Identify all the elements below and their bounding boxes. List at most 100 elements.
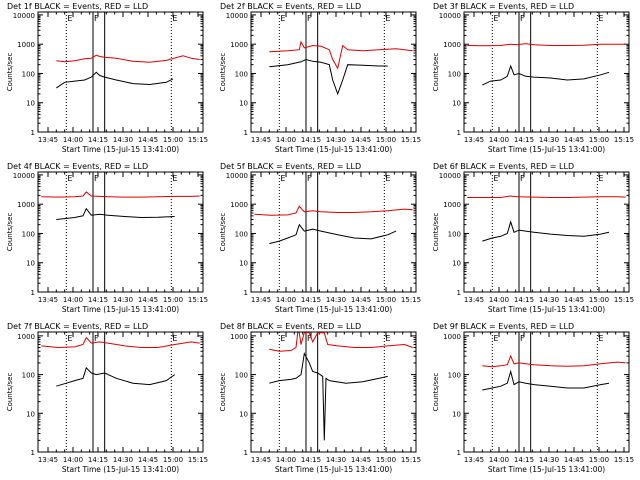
x-tick-label: 14:00: [276, 296, 296, 304]
y-tick-label: 1: [244, 449, 248, 457]
series-events: [269, 351, 388, 441]
x-tick-label: 14:15: [514, 296, 534, 304]
x-axis-title: Start Time (15-Jul-15 13:41:00): [488, 305, 605, 314]
y-tick-label: 10: [26, 410, 35, 418]
x-tick-label: 14:15: [514, 136, 534, 144]
y-axis-title: Counts/sec: [432, 53, 440, 92]
y-tick-label: 10: [452, 100, 461, 108]
x-tick-label: 15:00: [589, 136, 609, 144]
x-tick-label: 14:15: [88, 136, 108, 144]
x-tick-label: 14:45: [564, 296, 584, 304]
x-tick-label: 13:45: [251, 136, 271, 144]
y-tick-label: 10: [239, 410, 248, 418]
x-tick-label: 15:00: [376, 296, 396, 304]
x-tick-label: 14:45: [351, 296, 371, 304]
x-tick-label: 15:00: [589, 456, 609, 464]
x-tick-label: 14:30: [326, 136, 346, 144]
x-tick-label: 13:45: [38, 456, 58, 464]
series-lld: [269, 40, 413, 70]
marker-letter: F: [94, 334, 99, 343]
x-tick-label: 13:45: [464, 296, 484, 304]
y-tick-label: 1: [457, 129, 461, 137]
x-tick-label: 15:15: [188, 296, 208, 304]
x-tick-label: 13:45: [464, 456, 484, 464]
x-tick-label: 14:45: [351, 136, 371, 144]
x-tick-label: 14:15: [88, 456, 108, 464]
marker-letter: E: [385, 14, 390, 23]
x-tick-label: 14:00: [276, 136, 296, 144]
x-tick-label: 14:15: [301, 136, 321, 144]
x-tick-label: 14:45: [138, 136, 158, 144]
x-tick-label: 14:00: [63, 456, 83, 464]
y-tick-label: 100: [22, 372, 35, 380]
series-lld: [467, 195, 626, 198]
marker-letter: E: [493, 14, 498, 23]
marker-letter: E: [280, 174, 285, 183]
panel-title: Det 9f BLACK = Events, RED = LLD: [433, 322, 574, 331]
y-tick-label: 1000: [17, 201, 35, 209]
marker-letter: F: [520, 14, 525, 23]
series-lld: [482, 354, 626, 368]
series-lld: [41, 191, 200, 198]
x-tick-label: 14:30: [326, 456, 346, 464]
x-tick-label: 14:15: [301, 296, 321, 304]
y-tick-label: 100: [448, 230, 461, 238]
series-events: [56, 207, 175, 220]
y-tick-label: 100: [235, 372, 248, 380]
y-axis-title: Counts/sec: [219, 53, 227, 92]
x-tick-label: 14:15: [514, 456, 534, 464]
y-tick-label: 10: [26, 100, 35, 108]
x-tick-label: 15:00: [163, 456, 183, 464]
x-tick-label: 13:45: [38, 296, 58, 304]
marker-letter: E: [385, 174, 390, 183]
plot-frame: [250, 171, 417, 293]
y-tick-label: 1: [244, 129, 248, 137]
series-events: [56, 366, 175, 387]
x-tick-label: 14:30: [113, 296, 133, 304]
x-tick-label: 14:30: [326, 296, 346, 304]
series-events: [482, 64, 610, 86]
marker-letter: F: [520, 334, 525, 343]
x-tick-label: 15:00: [163, 296, 183, 304]
x-tick-label: 15:15: [188, 136, 208, 144]
y-tick-label: 10: [452, 260, 461, 268]
x-axis-title: Start Time (15-Jul-15 13:41:00): [275, 145, 392, 154]
panel-title: Det 8f BLACK = Events, RED = LLD: [220, 322, 361, 331]
y-axis-title: Counts/sec: [219, 213, 227, 252]
panel-title: Det 2f BLACK = Events, RED = LLD: [220, 2, 361, 11]
x-tick-label: 14:45: [138, 296, 158, 304]
y-tick-label: 1: [31, 449, 35, 457]
marker-letter: E: [172, 334, 177, 343]
marker-letter: F: [307, 334, 312, 343]
y-axis-title: Counts/sec: [432, 373, 440, 412]
x-tick-label: 14:00: [489, 136, 509, 144]
y-tick-label: 1: [31, 289, 35, 297]
x-tick-label: 13:45: [251, 296, 271, 304]
panel-det-5: Det 5f BLACK = Events, RED = LLD 1 10 100 10…: [219, 162, 421, 314]
x-tick-label: 14:45: [564, 456, 584, 464]
marker-letter: E: [598, 14, 603, 23]
x-tick-label: 14:00: [63, 136, 83, 144]
marker-letter: F: [520, 174, 525, 183]
series-events: [482, 369, 610, 391]
panel-title: Det 1f BLACK = Events, RED = LLD: [7, 2, 148, 11]
marker-letter: E: [67, 14, 72, 23]
y-tick-label: 10: [239, 260, 248, 268]
x-tick-label: 14:00: [276, 456, 296, 464]
x-tick-label: 15:15: [401, 456, 421, 464]
y-tick-label: 10000: [226, 172, 248, 180]
series-events: [269, 58, 388, 96]
plot-frame: [250, 11, 417, 133]
x-tick-label: 15:15: [401, 136, 421, 144]
x-tick-label: 14:45: [564, 136, 584, 144]
x-axis-title: Start Time (15-Jul-15 13:41:00): [62, 465, 179, 474]
y-tick-label: 1: [457, 289, 461, 297]
x-tick-label: 15:15: [614, 456, 634, 464]
plot-frame: [37, 171, 204, 293]
marker-letter: E: [172, 14, 177, 23]
marker-letter: E: [67, 334, 72, 343]
y-tick-label: 10000: [439, 12, 461, 20]
series-lld: [269, 332, 413, 352]
y-tick-label: 100: [235, 70, 248, 78]
panel-det-7: Det 7f BLACK = Events, RED = LLD 1 10 100 10…: [6, 322, 208, 474]
